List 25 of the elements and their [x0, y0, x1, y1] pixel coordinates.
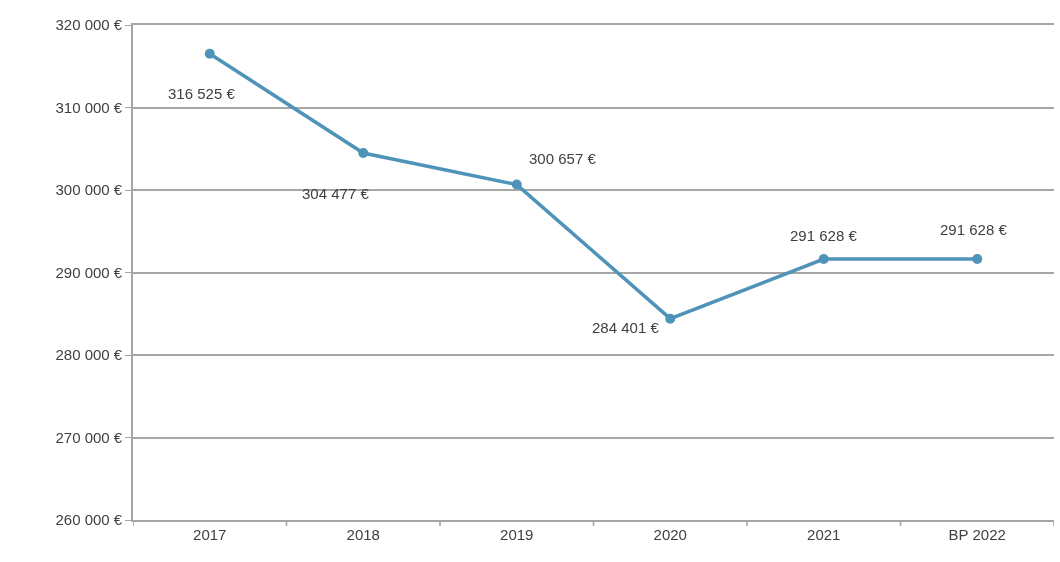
data-label: 291 628 € — [790, 227, 858, 244]
x-tick-label: 2018 — [346, 525, 380, 543]
x-tick-label: 2017 — [193, 525, 227, 543]
point — [204, 48, 215, 59]
x-tick-label: 2019 — [500, 525, 534, 543]
data-label: 304 477 € — [302, 185, 370, 202]
data-label: 291 628 € — [940, 221, 1008, 238]
y-tick-label: 320 000 € — [55, 16, 123, 34]
point — [511, 179, 522, 190]
y-tick-label: 270 000 € — [55, 428, 123, 446]
point — [972, 254, 983, 265]
point — [665, 313, 676, 324]
data-label: 300 657 € — [529, 150, 597, 167]
x-tick-label: BP 2022 — [948, 525, 1006, 543]
y-tick-label: 290 000 € — [55, 263, 123, 281]
y-tick-label: 280 000 € — [55, 346, 123, 364]
x-tick-label: 2021 — [807, 525, 841, 543]
point — [358, 148, 369, 159]
data-label: 284 401 € — [592, 319, 660, 336]
data-label: 316 525 € — [168, 85, 236, 102]
x-tick-label: 2020 — [653, 525, 687, 543]
y-tick-label: 260 000 € — [55, 511, 123, 529]
y-tick-label: 300 000 € — [55, 181, 123, 199]
point — [818, 254, 829, 265]
y-tick-label: 310 000 € — [55, 98, 123, 116]
